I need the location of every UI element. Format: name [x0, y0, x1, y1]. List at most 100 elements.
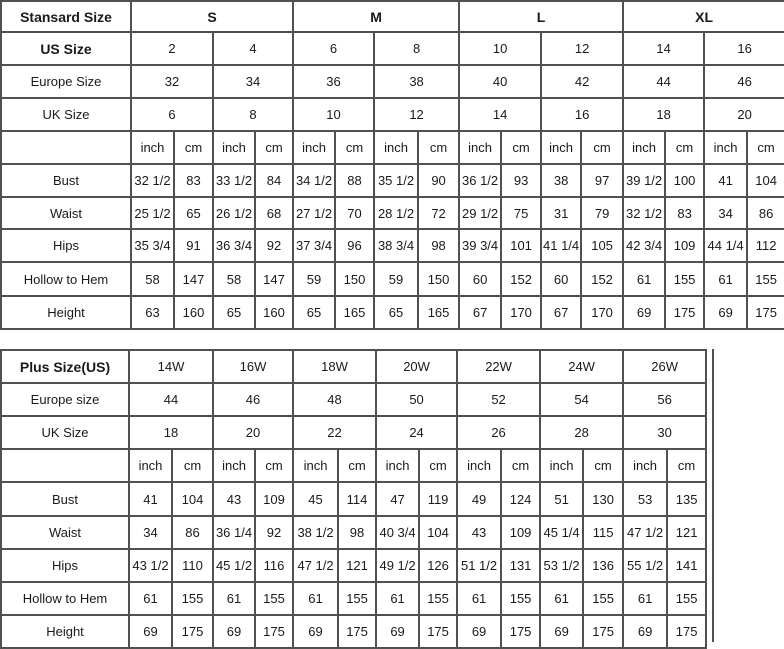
- measurement-value: 152: [500, 261, 543, 297]
- header-label: Plus Size(US): [0, 349, 130, 384]
- measurement-value: 141: [666, 548, 708, 583]
- measurement-value: 47: [375, 481, 421, 517]
- size-value: 56: [622, 382, 708, 417]
- measurement-value: 69: [128, 614, 173, 649]
- size-header: 24W: [539, 349, 625, 384]
- measurement-value: 130: [582, 481, 625, 517]
- measurement-value: 35 1/2: [373, 163, 420, 198]
- measurement-value: 65: [373, 295, 420, 330]
- measurement-value: 70: [334, 196, 376, 230]
- unit-inch: inch: [212, 448, 257, 483]
- size-value: 4: [211, 31, 295, 66]
- measurement-label: Hips: [0, 228, 132, 263]
- measurement-value: 39 3/4: [458, 228, 503, 263]
- size-value: 44: [622, 64, 706, 99]
- unit-cm: cm: [170, 448, 215, 483]
- measurement-value: 43: [212, 481, 257, 517]
- measurement-value: 131: [500, 548, 542, 583]
- measurement-value: 65: [212, 295, 256, 330]
- measurement-value: 61: [703, 261, 749, 297]
- size-value: 32: [130, 64, 214, 99]
- unit-inch: inch: [212, 130, 256, 165]
- size-value: 38: [373, 64, 461, 99]
- measurement-row: Hollow to Hem 61 155 61 155 61 155 61 155 61 155 61…: [0, 581, 708, 616]
- measurement-value: 41 1/4: [540, 228, 583, 263]
- measurement-value: 45: [292, 481, 340, 517]
- plus-size-chart: Plus Size(US) 14W 16W 18W 20W 22W 24W 26W Europe…: [0, 349, 708, 649]
- measurement-value: 53 1/2: [539, 548, 585, 583]
- measurement-value: 175: [254, 614, 295, 649]
- measurement-value: 61: [622, 261, 667, 297]
- measurement-value: 27 1/2: [292, 196, 337, 230]
- measurement-row: Height 63 160 65 160 65 165 65 165 67 170 67 170 69 17…: [0, 295, 784, 330]
- size-value: 14: [458, 97, 543, 132]
- unit-inch: inch: [622, 130, 667, 165]
- measurement-value: 59: [292, 261, 337, 297]
- measurement-value: 38 1/2: [292, 515, 340, 550]
- measurement-value: 88: [334, 163, 376, 198]
- measurement-value: 58: [130, 261, 175, 297]
- measurement-row: Waist 25 1/2 65 26 1/2 68 27 1/2 70 28 1/2 72 29 …: [0, 196, 784, 230]
- measurement-value: 61: [456, 581, 503, 616]
- table-border: [712, 349, 714, 642]
- measurement-value: 150: [334, 261, 376, 297]
- measurement-value: 136: [582, 548, 625, 583]
- measurement-value: 75: [500, 196, 543, 230]
- unit-cm: cm: [580, 130, 625, 165]
- measurement-label: Waist: [0, 515, 130, 550]
- size-value: 18: [622, 97, 706, 132]
- measurement-value: 42 3/4: [622, 228, 667, 263]
- row-label: Europe size: [0, 382, 130, 417]
- size-header: XL: [622, 0, 784, 33]
- size-value: 16: [703, 31, 784, 66]
- size-value: 54: [539, 382, 625, 417]
- unit-cm: cm: [746, 130, 784, 165]
- measurement-label: Hollow to Hem: [0, 261, 132, 297]
- measurement-value: 97: [580, 163, 625, 198]
- measurement-value: 53: [622, 481, 669, 517]
- size-value: 28: [539, 415, 625, 450]
- measurement-value: 44 1/4: [703, 228, 749, 263]
- measurement-value: 69: [622, 295, 667, 330]
- measurement-value: 67: [458, 295, 503, 330]
- size-value: 8: [373, 31, 461, 66]
- measurement-value: 92: [254, 515, 295, 550]
- measurement-value: 39 1/2: [622, 163, 667, 198]
- measurement-value: 49: [456, 481, 503, 517]
- size-row: Europe size 44 46 48 50 52 54 56: [0, 382, 708, 417]
- measurement-value: 115: [582, 515, 625, 550]
- measurement-value: 160: [173, 295, 214, 330]
- measurement-label: Height: [0, 295, 132, 330]
- measurement-value: 79: [580, 196, 625, 230]
- unit-inch: inch: [292, 448, 340, 483]
- measurement-row: Hips 43 1/2 110 45 1/2 116 47 1/2 121 49 1/2 126…: [0, 548, 708, 583]
- measurement-value: 175: [666, 614, 708, 649]
- measurement-value: 175: [582, 614, 625, 649]
- measurement-value: 61: [212, 581, 257, 616]
- row-label: Europe Size: [0, 64, 132, 99]
- size-value: 42: [540, 64, 625, 99]
- measurement-value: 47 1/2: [292, 548, 340, 583]
- empty-cell: [0, 448, 130, 483]
- size-value: 2: [130, 31, 214, 66]
- unit-inch: inch: [130, 130, 175, 165]
- size-value: 10: [458, 31, 543, 66]
- unit-cm: cm: [253, 130, 295, 165]
- measurement-value: 100: [664, 163, 706, 198]
- size-value: 24: [375, 415, 459, 450]
- measurement-value: 72: [417, 196, 461, 230]
- measurement-value: 86: [746, 196, 784, 230]
- measurement-value: 92: [253, 228, 295, 263]
- measurement-row: Bust 41 104 43 109 45 114 47 119 49 124 51 130 53 135: [0, 481, 708, 517]
- measurement-value: 28 1/2: [373, 196, 420, 230]
- measurement-value: 68: [253, 196, 295, 230]
- measurement-value: 135: [666, 481, 708, 517]
- row-label: US Size: [0, 31, 132, 66]
- measurement-value: 69: [375, 614, 421, 649]
- measurement-value: 109: [664, 228, 706, 263]
- measurement-value: 69: [539, 614, 585, 649]
- measurement-value: 45 1/2: [212, 548, 257, 583]
- measurement-label: Bust: [0, 163, 132, 198]
- measurement-value: 69: [292, 614, 340, 649]
- measurement-value: 40 3/4: [375, 515, 421, 550]
